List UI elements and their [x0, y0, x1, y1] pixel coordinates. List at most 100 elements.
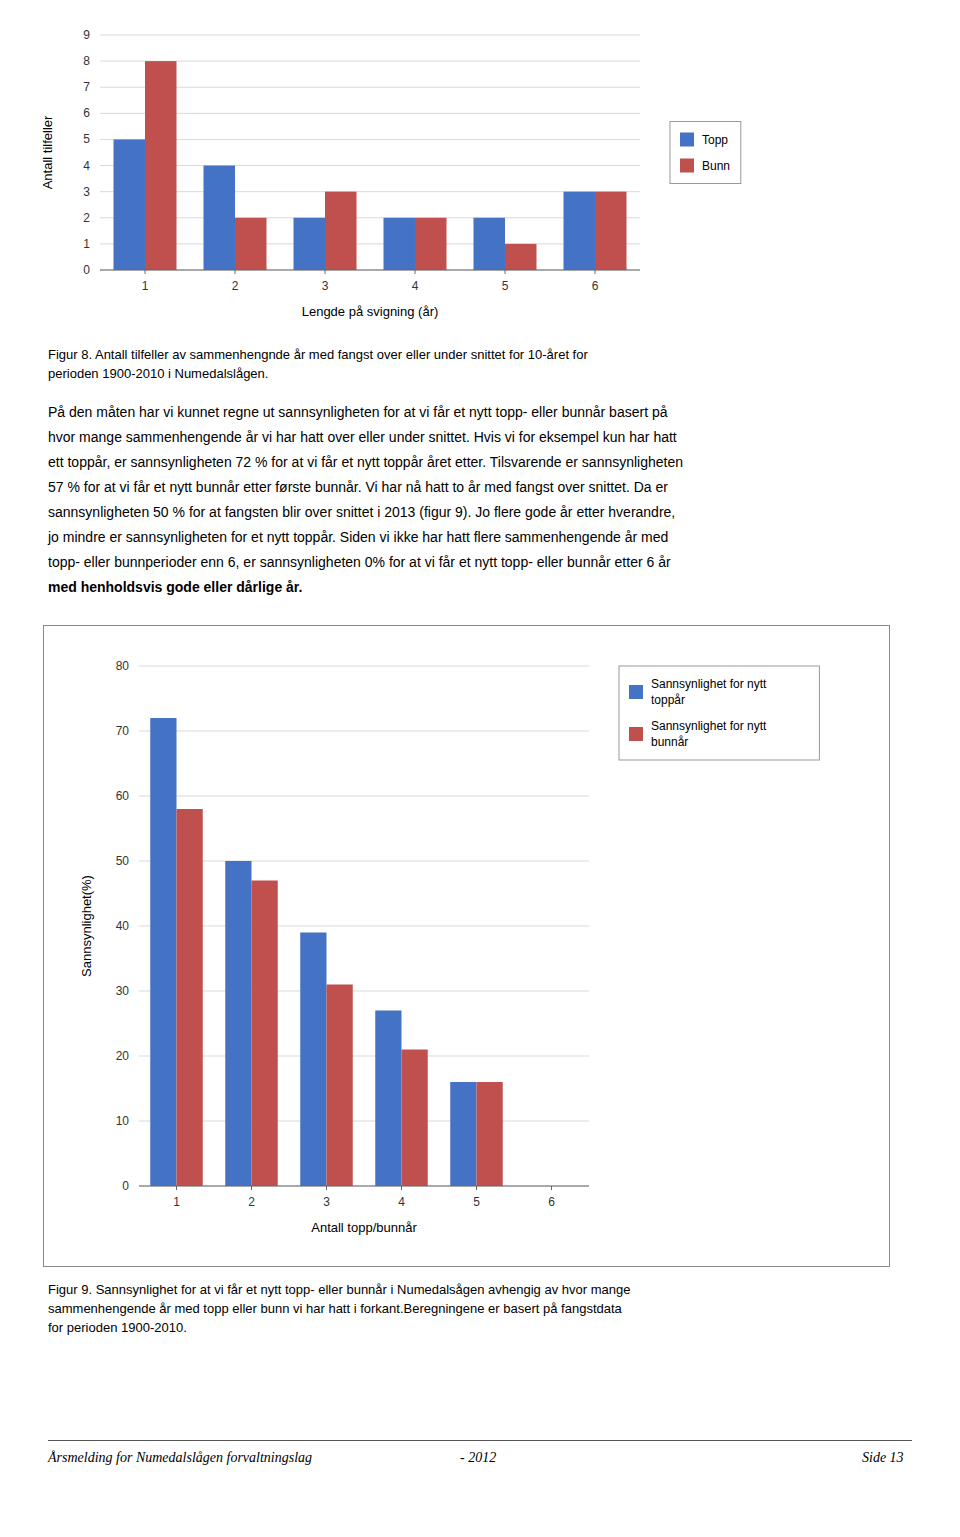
body-text: 57 % for at vi får et nytt bunnår etter …	[48, 475, 668, 500]
bar	[375, 1011, 401, 1187]
chart-2: 01020304050607080123456Antall topp/bunnå…	[44, 626, 887, 1264]
legend-swatch	[629, 685, 643, 699]
legend: Sannsynlighet for nytttoppår Sannsynlighe…	[619, 666, 819, 760]
caption: Figur 9. Sannsynlighet for at vi får et …	[48, 1280, 918, 1337]
x-axis-line	[139, 1186, 589, 1187]
y-axis-label: Antall tilfeller	[40, 115, 55, 189]
x-tick	[145, 270, 146, 274]
y-tick-label: 3	[83, 185, 90, 199]
y-tick-label: 8	[83, 54, 90, 68]
bar	[177, 809, 203, 1186]
bar	[327, 985, 353, 1187]
grid-line	[139, 1056, 589, 1057]
footer-text: Årsmelding for Numedalslågen forvaltning…	[48, 1450, 312, 1466]
x-tick	[415, 270, 416, 274]
x-tick-label: 6	[548, 1195, 555, 1209]
grid-line	[139, 861, 589, 862]
bar	[145, 61, 177, 270]
x-tick	[551, 1186, 552, 1190]
grid-line	[139, 666, 589, 667]
body-text: hvor mange sammenhengende år vi har hatt…	[48, 425, 677, 450]
x-tick	[325, 270, 326, 274]
y-tick-label: 6	[83, 106, 90, 120]
grid-line	[100, 217, 640, 218]
x-tick	[505, 270, 506, 274]
legend-swatch	[680, 159, 694, 173]
legend-label: Topp	[702, 133, 728, 147]
body-text: jo mindre er sannsynligheten for et nytt…	[48, 525, 668, 550]
grid-line	[100, 191, 640, 192]
legend: ToppBunn	[670, 122, 741, 184]
x-tick	[595, 270, 596, 274]
y-tick-label: 50	[116, 854, 130, 868]
x-tick-label: 1	[142, 279, 149, 293]
grid-line	[100, 61, 640, 62]
x-tick	[326, 1186, 327, 1190]
grid-line	[139, 1121, 589, 1122]
legend-swatch	[680, 133, 694, 147]
y-tick-label: 30	[116, 984, 130, 998]
legend-label: Sannsynlighet for nyttbunnår	[651, 719, 767, 749]
y-tick-label: 4	[83, 159, 90, 173]
x-tick-label: 5	[502, 279, 509, 293]
grid-line	[100, 243, 640, 244]
y-tick-label: 5	[83, 132, 90, 146]
y-tick-label: 40	[116, 919, 130, 933]
body-text: ett toppår, er sannsynligheten 72 % for …	[48, 450, 683, 475]
grid-line	[100, 270, 640, 271]
x-tick-label: 6	[592, 279, 599, 293]
bar	[450, 1082, 476, 1186]
x-tick-label: 3	[323, 1195, 330, 1209]
bar	[114, 139, 146, 270]
bar	[564, 192, 596, 270]
bar	[474, 218, 506, 270]
body-text: med henholdsvis gode eller dårlige år.	[48, 575, 302, 600]
y-tick-label: 60	[116, 789, 130, 803]
x-tick	[251, 1186, 252, 1190]
bar	[415, 218, 447, 270]
body-text: På den måten har vi kunnet regne ut sann…	[48, 400, 668, 425]
x-tick	[176, 1186, 177, 1190]
x-tick-label: 4	[412, 279, 419, 293]
y-axis-label: Sannsynlighet(%)	[79, 875, 94, 977]
bar	[477, 1082, 503, 1186]
grid-line	[139, 796, 589, 797]
bar	[294, 218, 326, 270]
y-tick-label: 1	[83, 237, 90, 251]
x-tick-label: 4	[398, 1195, 405, 1209]
grid-line	[139, 926, 589, 927]
x-tick-label: 2	[232, 279, 239, 293]
grid-line	[100, 139, 640, 140]
bar	[505, 244, 537, 270]
bars	[114, 61, 627, 270]
y-tick-label: 80	[116, 659, 130, 673]
y-tick-label: 0	[83, 263, 90, 277]
body-text: topp- eller bunnperioder enn 6, er sanns…	[48, 550, 671, 575]
caption: Figur 8. Antall tilfeller av sammenhengn…	[48, 345, 918, 383]
x-axis-line	[100, 270, 640, 271]
x-tick	[476, 1186, 477, 1190]
grid-line	[139, 1186, 589, 1187]
x-tick	[401, 1186, 402, 1190]
bar	[225, 861, 251, 1186]
y-tick-label: 10	[116, 1114, 130, 1128]
chart-1: 0123456789123456Lengde på svigning (år)A…	[0, 15, 960, 335]
grid	[139, 666, 589, 1186]
grid-line	[139, 991, 589, 992]
y-tick-label: 9	[83, 28, 90, 42]
bars	[150, 718, 503, 1186]
grid-line	[100, 165, 640, 166]
legend-frame	[619, 666, 819, 760]
y-tick-label: 0	[122, 1179, 129, 1193]
bar	[252, 881, 278, 1187]
bar	[204, 166, 236, 270]
y-tick-label: 20	[116, 1049, 130, 1063]
bar	[595, 192, 627, 270]
chart-frame: 01020304050607080123456Antall topp/bunnå…	[43, 625, 890, 1267]
grid-line	[100, 87, 640, 88]
bar	[300, 933, 326, 1187]
x-axis-label: Lengde på svigning (år)	[302, 304, 439, 319]
legend-label: Sannsynlighet for nytttoppår	[651, 677, 767, 707]
grid-line	[100, 113, 640, 114]
y-tick-label: 70	[116, 724, 130, 738]
